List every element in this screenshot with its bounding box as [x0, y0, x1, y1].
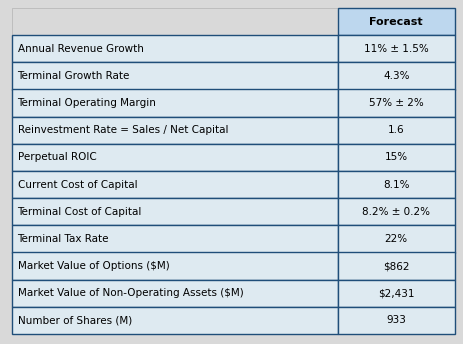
Text: 1.6: 1.6 — [388, 125, 405, 135]
Text: 22%: 22% — [385, 234, 408, 244]
Text: Current Cost of Capital: Current Cost of Capital — [18, 180, 137, 190]
Bar — [338, 8, 455, 35]
Bar — [338, 62, 455, 89]
Text: Market Value of Options ($M): Market Value of Options ($M) — [18, 261, 169, 271]
Bar — [338, 280, 455, 307]
Bar — [338, 225, 455, 252]
Bar — [338, 117, 455, 144]
Text: Perpetual ROIC: Perpetual ROIC — [18, 152, 96, 162]
Text: 8.2% ± 0.2%: 8.2% ± 0.2% — [363, 207, 430, 217]
Bar — [338, 252, 455, 280]
Bar — [12, 8, 338, 35]
Bar — [12, 117, 338, 144]
Bar — [12, 171, 338, 198]
Text: $862: $862 — [383, 261, 410, 271]
Text: Market Value of Non-Operating Assets ($M): Market Value of Non-Operating Assets ($M… — [18, 288, 243, 298]
Bar — [12, 89, 338, 117]
Bar — [12, 198, 338, 225]
Bar — [12, 225, 338, 252]
Text: Terminal Cost of Capital: Terminal Cost of Capital — [18, 207, 142, 217]
Text: 4.3%: 4.3% — [383, 71, 410, 81]
Bar — [12, 35, 338, 62]
Text: 11% ± 1.5%: 11% ± 1.5% — [364, 44, 429, 54]
Text: Terminal Tax Rate: Terminal Tax Rate — [18, 234, 109, 244]
Bar — [338, 144, 455, 171]
Bar — [338, 35, 455, 62]
Text: 933: 933 — [386, 315, 406, 325]
Text: 8.1%: 8.1% — [383, 180, 410, 190]
Text: Terminal Operating Margin: Terminal Operating Margin — [18, 98, 156, 108]
Bar — [338, 307, 455, 334]
Text: Reinvestment Rate = Sales / Net Capital: Reinvestment Rate = Sales / Net Capital — [18, 125, 228, 135]
Text: 57% ± 2%: 57% ± 2% — [369, 98, 424, 108]
Text: Terminal Growth Rate: Terminal Growth Rate — [18, 71, 130, 81]
Bar — [12, 307, 338, 334]
Text: 15%: 15% — [385, 152, 408, 162]
Text: $2,431: $2,431 — [378, 288, 414, 298]
Text: Forecast: Forecast — [369, 17, 423, 26]
Text: Number of Shares (M): Number of Shares (M) — [18, 315, 132, 325]
Bar — [338, 89, 455, 117]
Bar — [338, 198, 455, 225]
Bar — [12, 252, 338, 280]
Bar — [12, 144, 338, 171]
Bar — [12, 62, 338, 89]
Text: Annual Revenue Growth: Annual Revenue Growth — [18, 44, 144, 54]
Bar — [12, 280, 338, 307]
Bar — [338, 171, 455, 198]
